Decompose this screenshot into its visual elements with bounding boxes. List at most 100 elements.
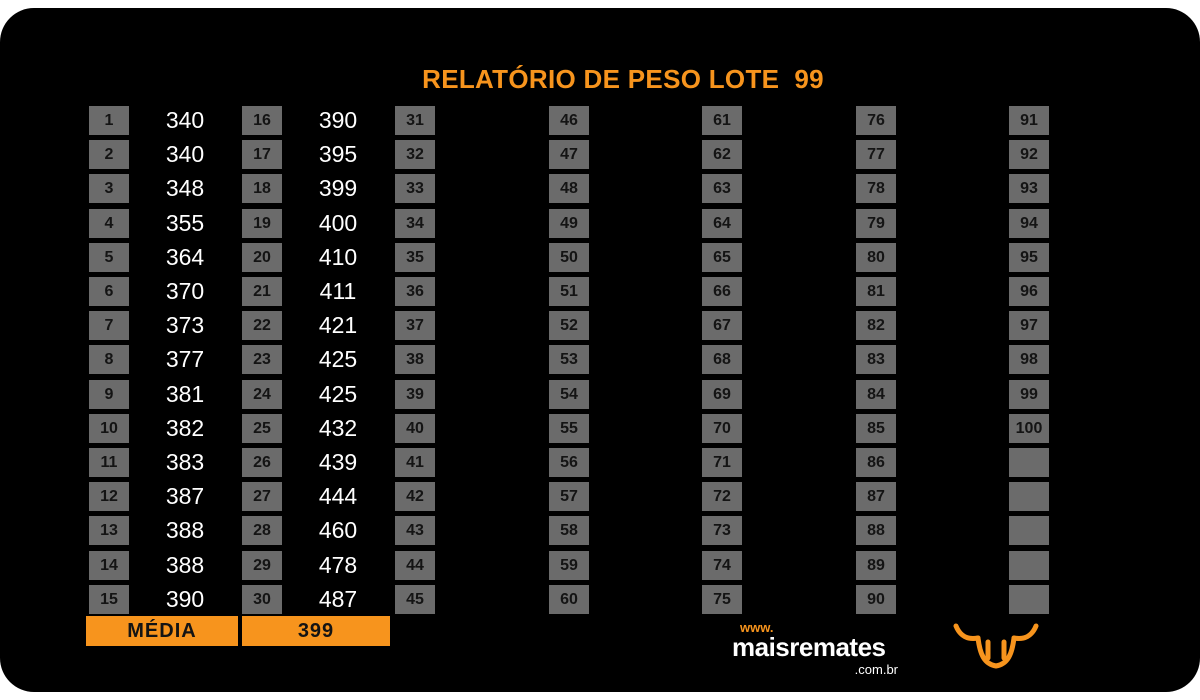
animal-number: 10 <box>89 414 129 443</box>
animal-weight: 390 <box>318 107 358 133</box>
animal-number: 93 <box>1009 174 1049 203</box>
animal-weight: 425 <box>318 381 358 407</box>
animal-number: 55 <box>549 414 589 443</box>
animal-weight: 478 <box>318 552 358 578</box>
animal-number: 3 <box>89 174 129 203</box>
animal-weight: 411 <box>319 278 357 304</box>
animal-weight: 410 <box>318 244 358 270</box>
animal-number: 80 <box>856 243 896 272</box>
animal-number: 35 <box>395 243 435 272</box>
empty-cell <box>1009 516 1049 545</box>
animal-number: 92 <box>1009 140 1049 169</box>
animal-number: 83 <box>856 345 896 374</box>
animal-number: 97 <box>1009 311 1049 340</box>
animal-number: 57 <box>549 482 589 511</box>
animal-number: 86 <box>856 448 896 477</box>
animal-number: 14 <box>89 551 129 580</box>
animal-number: 17 <box>242 140 282 169</box>
animal-weight: 377 <box>165 346 205 372</box>
animal-number: 38 <box>395 345 435 374</box>
animal-number: 76 <box>856 106 896 135</box>
animal-number: 26 <box>242 448 282 477</box>
animal-weight: 425 <box>318 346 358 372</box>
animal-weight: 370 <box>165 278 205 304</box>
animal-number: 30 <box>242 585 282 614</box>
animal-number: 12 <box>89 482 129 511</box>
animal-number: 8 <box>89 345 129 374</box>
animal-weight: 340 <box>165 141 205 167</box>
animal-weight: 364 <box>165 244 205 270</box>
animal-number: 40 <box>395 414 435 443</box>
empty-cell <box>1009 482 1049 511</box>
animal-number: 41 <box>395 448 435 477</box>
animal-number: 54 <box>549 380 589 409</box>
animal-number: 4 <box>89 209 129 238</box>
average-label: MÉDIA <box>86 616 238 646</box>
animal-number: 65 <box>702 243 742 272</box>
animal-number: 53 <box>549 345 589 374</box>
animal-number: 2 <box>89 140 129 169</box>
animal-number: 43 <box>395 516 435 545</box>
animal-number: 73 <box>702 516 742 545</box>
animal-number: 46 <box>549 106 589 135</box>
animal-number: 24 <box>242 380 282 409</box>
animal-weight: 487 <box>318 586 358 612</box>
animal-number: 89 <box>856 551 896 580</box>
animal-number: 68 <box>702 345 742 374</box>
animal-number: 82 <box>856 311 896 340</box>
animal-number: 16 <box>242 106 282 135</box>
animal-number: 58 <box>549 516 589 545</box>
animal-number: 87 <box>856 482 896 511</box>
animal-number: 70 <box>702 414 742 443</box>
animal-number: 66 <box>702 277 742 306</box>
animal-number: 44 <box>395 551 435 580</box>
animal-number: 67 <box>702 311 742 340</box>
animal-number: 56 <box>549 448 589 477</box>
animal-number: 50 <box>549 243 589 272</box>
animal-number: 85 <box>856 414 896 443</box>
animal-number: 28 <box>242 516 282 545</box>
empty-cell <box>1009 585 1049 614</box>
report-title: RELATÓRIO DE PESO LOTE 99 <box>422 64 824 94</box>
animal-number: 52 <box>549 311 589 340</box>
animal-number: 22 <box>242 311 282 340</box>
animal-number: 84 <box>856 380 896 409</box>
animal-number: 48 <box>549 174 589 203</box>
animal-number: 100 <box>1009 414 1049 443</box>
animal-weight: 388 <box>165 517 205 543</box>
animal-number: 34 <box>395 209 435 238</box>
animal-number: 25 <box>242 414 282 443</box>
animal-number: 77 <box>856 140 896 169</box>
animal-number: 32 <box>395 140 435 169</box>
animal-number: 95 <box>1009 243 1049 272</box>
animal-number: 18 <box>242 174 282 203</box>
animal-weight: 390 <box>165 586 205 612</box>
animal-number: 63 <box>702 174 742 203</box>
animal-weight: 387 <box>165 483 205 509</box>
animal-number: 6 <box>89 277 129 306</box>
animal-number: 71 <box>702 448 742 477</box>
animal-number: 37 <box>395 311 435 340</box>
animal-weight: 381 <box>165 381 205 407</box>
animal-number: 88 <box>856 516 896 545</box>
animal-weight: 382 <box>165 415 205 441</box>
animal-number: 78 <box>856 174 896 203</box>
animal-weight: 340 <box>165 107 205 133</box>
animal-weight: 399 <box>318 175 358 201</box>
animal-number: 45 <box>395 585 435 614</box>
animal-number: 64 <box>702 209 742 238</box>
animal-number: 31 <box>395 106 435 135</box>
animal-number: 96 <box>1009 277 1049 306</box>
animal-number: 60 <box>549 585 589 614</box>
animal-number: 69 <box>702 380 742 409</box>
animal-number: 13 <box>89 516 129 545</box>
animal-weight: 395 <box>318 141 358 167</box>
animal-number: 1 <box>89 106 129 135</box>
animal-number: 59 <box>549 551 589 580</box>
animal-weight: 348 <box>165 175 205 201</box>
animal-number: 20 <box>242 243 282 272</box>
animal-weight: 444 <box>318 483 358 509</box>
logo-www: www. <box>740 620 774 635</box>
animal-number: 74 <box>702 551 742 580</box>
empty-cell <box>1009 551 1049 580</box>
